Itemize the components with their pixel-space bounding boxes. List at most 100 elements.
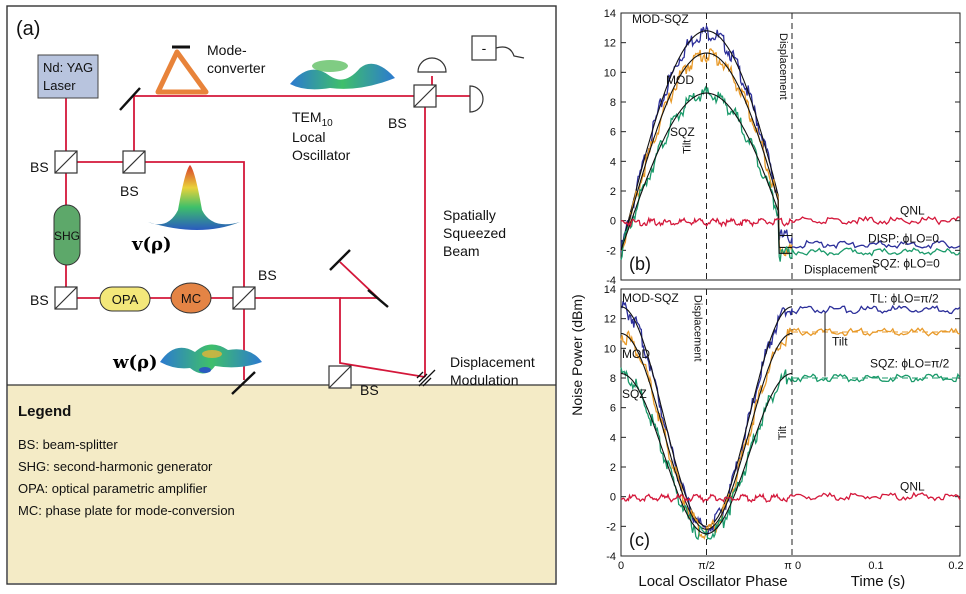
mc-element xyxy=(170,282,212,314)
y-tick-label: 14 xyxy=(604,8,616,20)
fit-mod xyxy=(620,52,792,251)
mc-label: MC xyxy=(181,291,201,306)
mirrors xyxy=(119,87,389,395)
fit-mod-sqz xyxy=(620,30,792,251)
w-mode-surface xyxy=(160,344,262,374)
y-tick-label: 14 xyxy=(604,284,616,296)
y-tick-label: 2 xyxy=(610,186,616,198)
y-axis-label: Noise Power (dBm) xyxy=(569,294,585,415)
tem10-mode-surface xyxy=(290,60,395,90)
squeezed-label-line2: Squeezed xyxy=(443,225,506,241)
displacement-modulator xyxy=(416,369,436,387)
series-qnl xyxy=(620,215,961,228)
photodetectors xyxy=(417,35,525,113)
w-rho-label: w(ρ) xyxy=(112,352,158,373)
beam-splitter-diagonal xyxy=(54,286,78,310)
x-tick-label-phase: π xyxy=(784,560,792,572)
beam-splitter-diagonal xyxy=(122,150,146,174)
x-tick-label-phase: π/2 xyxy=(698,560,715,572)
series-mod-sqz xyxy=(620,24,961,252)
legend-item-bs: BS: beam-splitter xyxy=(18,437,118,452)
y-tick-label: 6 xyxy=(610,127,616,139)
y-tick-label: 10 xyxy=(604,67,616,79)
qnl-label: QNL xyxy=(900,204,925,218)
beam-splitter xyxy=(413,84,437,108)
qnl-label: QNL xyxy=(900,480,925,494)
beam-splitter xyxy=(54,150,78,174)
beam-splitter-diagonal xyxy=(328,365,352,389)
bs-label-left: BS xyxy=(30,159,49,175)
v-rho-label: v(ρ) xyxy=(131,234,171,255)
shg-label: SHG xyxy=(54,229,80,243)
beam-splitter xyxy=(328,365,352,389)
panel-tag: (b) xyxy=(629,254,651,274)
opa-label: OPA xyxy=(112,292,139,307)
x-tick-label-time: 0.1 xyxy=(868,560,883,572)
y-tick-label: 0 xyxy=(610,492,616,504)
y-tick-label: 4 xyxy=(610,156,616,168)
displacement-low-label: Displacement xyxy=(804,263,877,277)
displacement-label-line1: Displacement xyxy=(450,354,535,370)
series-qnl xyxy=(620,491,961,504)
fit-sqz xyxy=(620,92,792,254)
bs-label-right: BS xyxy=(258,267,277,283)
x-axis-label-phase: Local Oscillator Phase xyxy=(638,573,787,590)
y-tick-label: 2 xyxy=(610,462,616,474)
y-tick-label: 10 xyxy=(604,343,616,355)
fit-sqz xyxy=(620,372,793,535)
mode-converter-cavity xyxy=(155,49,209,95)
laser-label-line2: Laser xyxy=(43,78,76,93)
beam-splitter xyxy=(122,150,146,174)
v-mode-surface xyxy=(148,165,240,230)
series-label: SQZ xyxy=(622,387,647,401)
displacement-label-line2: Modulation xyxy=(450,372,519,388)
series-label: MOD xyxy=(666,73,694,87)
y-tick-label: 0 xyxy=(610,216,616,228)
legend-item-shg: SHG: second-harmonic generator xyxy=(18,459,213,474)
series-label: MOD xyxy=(622,347,650,361)
mode-converter-label-line1: Mode- xyxy=(207,42,247,58)
beam-splitter-diagonal xyxy=(54,150,78,174)
y-tick-label: -4 xyxy=(606,275,616,287)
legend-title: Legend xyxy=(18,403,71,420)
bs-label-lower: BS xyxy=(30,292,49,308)
tilt-mid-label: Tilt xyxy=(832,334,848,348)
laser-label-line1: Nd: YAG xyxy=(43,60,93,75)
y-tick-label: 4 xyxy=(610,432,616,444)
y-tick-label: -2 xyxy=(606,245,616,257)
fit-mod xyxy=(620,332,793,530)
beam-splitter xyxy=(232,286,256,310)
y-tick-label: -4 xyxy=(606,551,616,563)
mode-converter-label-line2: converter xyxy=(207,60,266,76)
disp-label: DISP: ϕLO=0 xyxy=(868,231,939,245)
beam-splitter xyxy=(54,286,78,310)
legend-item-opa: OPA: optical parametric amplifier xyxy=(18,481,208,496)
displacement-vertical-label: Displacement xyxy=(777,33,789,100)
noise-power-charts: -4 -2 0 2 4 6 8 10 12 14 (b) MOD-SQZ MOD SQZ QNL DISP: … xyxy=(604,8,964,572)
subtractor-label: - xyxy=(482,40,487,56)
series-label: MOD-SQZ xyxy=(622,291,679,305)
squeezed-label-line3: Beam xyxy=(443,243,480,259)
x-axis-label-time: Time (s) xyxy=(851,573,905,590)
opa-element xyxy=(99,286,151,312)
series-sqz xyxy=(620,367,961,541)
legend-item-mc: MC: phase plate for mode-conversion xyxy=(18,503,235,518)
y-tick-label: 8 xyxy=(610,373,616,385)
panel-a-tag: (a) xyxy=(16,18,40,40)
tl-label: TL: ϕLO=π/2 xyxy=(870,291,939,305)
bs-label-top: BS xyxy=(388,115,407,131)
sqz-label: SQZ: ϕLO=π/2 xyxy=(870,357,950,371)
panel-c: -4 -2 0 2 4 6 8 10 12 14 (c) MOD-SQZ MOD SQZ QNL TL: ϕL… xyxy=(604,284,964,572)
y-tick-label: -2 xyxy=(606,521,616,533)
series-label: SQZ xyxy=(670,125,695,139)
bs-label-mid: BS xyxy=(120,183,139,199)
beam-splitter-diagonal xyxy=(232,286,256,310)
x-tick-label-time: 0.2 xyxy=(948,560,963,572)
panel-tag: (c) xyxy=(629,530,650,550)
tem-label: TEM10 xyxy=(292,109,333,129)
panel-a: (a) Nd: YAG Laser Mode- converter xyxy=(6,5,557,585)
laser-source xyxy=(37,54,99,99)
y-tick-label: 6 xyxy=(610,403,616,415)
shg-element xyxy=(53,204,81,266)
